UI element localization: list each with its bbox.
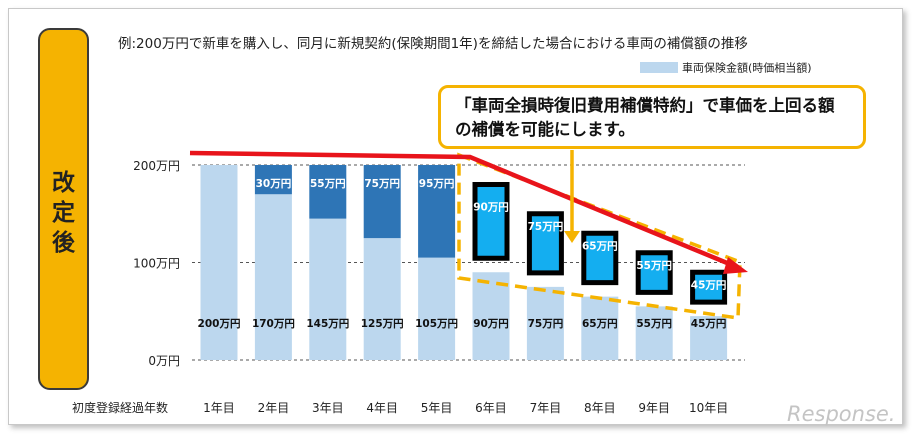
x-axis-title: 初度登録経過年数	[72, 400, 168, 415]
bar-base	[690, 316, 728, 360]
bar-base-label: 75万円	[528, 318, 564, 330]
bar-base-label: 170万円	[252, 318, 295, 330]
highlight-outline	[457, 152, 742, 321]
side-label-char: 改	[52, 170, 75, 196]
bar-base	[363, 238, 401, 360]
bar-special-label: 45万円	[691, 279, 727, 291]
bar-base	[254, 194, 292, 360]
callout-line-1: 「車両全損時復旧費用補償特約」で車価を上回る額	[455, 96, 835, 115]
legend-swatch	[640, 62, 678, 73]
y-tick-label: 100万円	[133, 257, 180, 271]
trend-arrowhead	[723, 257, 748, 274]
bar-top	[363, 165, 401, 239]
side-label: 改定後	[40, 168, 87, 258]
bar-top	[254, 165, 292, 195]
legend-label: 車両保険金額(時価相当額)	[682, 61, 812, 75]
bar-top-label: 95万円	[419, 178, 455, 190]
x-tick-label: 2年目	[258, 401, 290, 415]
bar-base	[309, 218, 347, 360]
bar-base-label: 145万円	[306, 318, 349, 330]
bar-special-label: 65万円	[582, 240, 618, 252]
x-tick-label: 1年目	[203, 401, 235, 415]
bar-base	[472, 272, 510, 360]
side-label-panel: 改定後	[38, 28, 89, 390]
bar-special	[690, 269, 728, 305]
bar-special-label: 55万円	[636, 260, 672, 272]
bar-base-label: 105万円	[415, 318, 458, 330]
bar-special-label: 90万円	[473, 202, 509, 214]
bar-base-label: 125万円	[361, 318, 404, 330]
bar-top-label: 55万円	[310, 178, 346, 190]
bar-base-label: 45万円	[691, 318, 727, 330]
x-tick-label: 7年目	[530, 401, 562, 415]
bar-base	[635, 306, 673, 360]
trend-arrow-line	[189, 150, 733, 268]
callout-pointer-head	[564, 231, 580, 243]
callout-box: 「車両全損時復旧費用補償特約」で車価を上回る額 の補償を可能にします。	[438, 85, 866, 149]
bar-special	[635, 250, 673, 295]
bar-base-label: 90万円	[473, 318, 509, 330]
side-label-char: 定	[52, 200, 75, 226]
bar-top	[309, 165, 347, 219]
figure-frame	[8, 8, 903, 425]
y-tick-label: 200万円	[133, 159, 180, 173]
bar-special	[581, 230, 619, 286]
bar-base-label: 55万円	[636, 318, 672, 330]
x-tick-label: 8年目	[584, 401, 616, 415]
bar-base	[200, 165, 238, 360]
x-tick-label: 4年目	[366, 401, 398, 415]
x-tick-label: 10年目	[689, 401, 728, 415]
callout-line-2: の補償を可能にします。	[455, 120, 635, 139]
chart-caption: 例:200万円で新車を購入し、同月に新規契約(保険期間1年)を締結した場合におけ…	[118, 36, 748, 52]
bar-base-label: 65万円	[582, 318, 618, 330]
bar-base	[526, 286, 564, 360]
bar-special	[472, 182, 510, 261]
side-label-char: 後	[52, 230, 75, 256]
bar-top-label: 75万円	[364, 178, 400, 190]
bar-base-label: 200万円	[198, 318, 241, 330]
bar-top-label: 30万円	[256, 178, 292, 190]
watermark-logo: Response.	[787, 402, 896, 426]
bar-base	[418, 257, 456, 360]
x-tick-label: 5年目	[421, 401, 453, 415]
legend: 車両保険金額(時価相当額)	[640, 57, 812, 76]
bar-top	[418, 165, 456, 258]
x-tick-label: 9年目	[638, 401, 670, 415]
y-tick-label: 0万円	[148, 354, 180, 368]
bar-special	[526, 211, 564, 276]
x-tick-label: 3年目	[312, 401, 344, 415]
x-tick-label: 6年目	[475, 401, 507, 415]
bar-base	[581, 296, 619, 360]
bar-special-label: 75万円	[528, 221, 564, 233]
